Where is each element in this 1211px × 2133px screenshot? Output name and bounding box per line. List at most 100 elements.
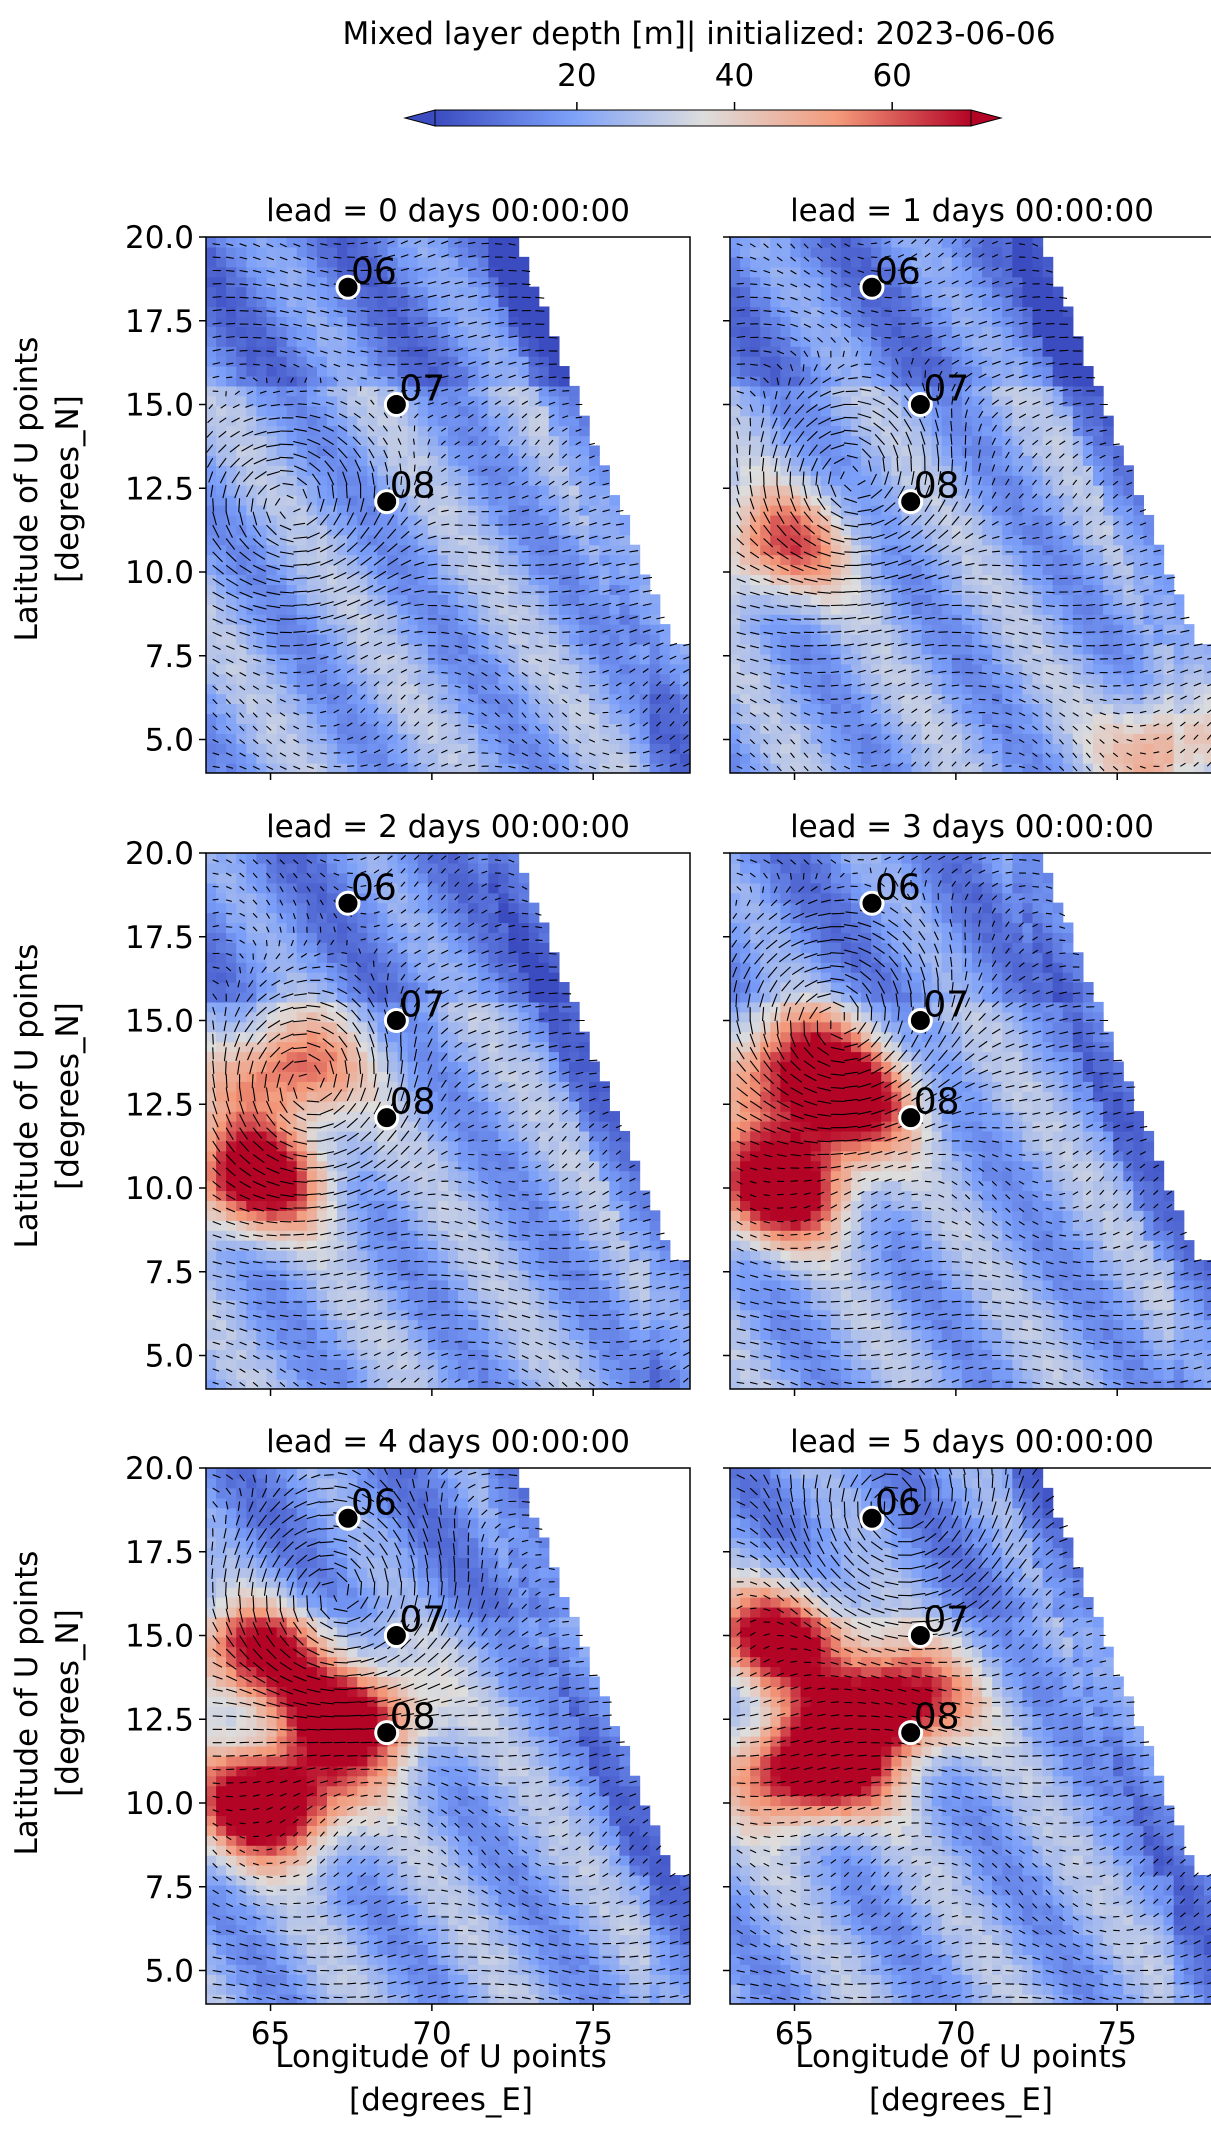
current-vector bbox=[293, 522, 306, 526]
mld-cell bbox=[548, 514, 560, 526]
mld-cell bbox=[1052, 723, 1064, 734]
mld-cell bbox=[1113, 455, 1124, 466]
mld-cell bbox=[377, 395, 389, 407]
mld-cell bbox=[1113, 614, 1124, 625]
current-vector bbox=[333, 528, 344, 539]
mld-cell bbox=[357, 554, 368, 566]
mld-cell bbox=[417, 723, 429, 734]
mld-cell bbox=[226, 713, 237, 724]
mld-cell bbox=[468, 346, 479, 357]
current-vector bbox=[306, 547, 321, 553]
current-vector bbox=[266, 698, 273, 704]
mld-cell bbox=[367, 524, 379, 536]
current-vector bbox=[239, 538, 250, 550]
current-vector bbox=[320, 587, 334, 593]
mld-cell bbox=[1082, 624, 1094, 635]
mld-cell bbox=[961, 524, 973, 536]
mld-cell bbox=[569, 505, 580, 516]
mld-cell bbox=[820, 634, 832, 645]
mld-cell bbox=[407, 366, 419, 377]
mld-cell bbox=[1103, 574, 1114, 586]
current-vector bbox=[226, 362, 234, 365]
mld-cell bbox=[1062, 673, 1074, 685]
mld-cell bbox=[437, 743, 449, 754]
mld-cell bbox=[1163, 713, 1175, 724]
mld-cell bbox=[840, 524, 852, 536]
current-vector bbox=[369, 460, 375, 472]
mld-cell bbox=[951, 713, 963, 724]
mld-cell bbox=[569, 614, 580, 625]
mld-cell bbox=[1163, 634, 1175, 645]
mld-cell bbox=[498, 485, 510, 496]
mld-cell bbox=[448, 465, 459, 476]
mld-cell bbox=[458, 693, 469, 705]
mld-cell bbox=[468, 485, 479, 496]
mld-cell bbox=[891, 733, 903, 744]
current-vector bbox=[373, 241, 382, 245]
mld-cell bbox=[1002, 723, 1013, 734]
mld-cell bbox=[206, 266, 217, 278]
mld-cell bbox=[337, 346, 348, 357]
current-vector bbox=[266, 444, 281, 448]
mld-cell bbox=[538, 624, 550, 635]
current-vector bbox=[441, 240, 449, 245]
mld-cell bbox=[256, 673, 268, 685]
mld-cell bbox=[367, 475, 379, 486]
mld-cell bbox=[972, 544, 983, 556]
mld-cell bbox=[548, 366, 560, 377]
mld-cell bbox=[437, 266, 449, 278]
mld-cell bbox=[851, 574, 862, 586]
mld-cell bbox=[810, 733, 822, 744]
mld-cell bbox=[1093, 475, 1104, 486]
mld-cell bbox=[498, 326, 510, 337]
mld-cell bbox=[740, 554, 751, 566]
mld-cell bbox=[972, 564, 983, 576]
mld-cell bbox=[236, 564, 247, 576]
mld-cell bbox=[498, 316, 510, 327]
mld-cell bbox=[1103, 485, 1114, 496]
mld-cell bbox=[296, 634, 308, 645]
mld-cell bbox=[579, 673, 590, 685]
current-vector bbox=[373, 377, 381, 380]
mld-cell bbox=[1123, 733, 1134, 744]
mld-cell bbox=[337, 604, 348, 615]
mld-cell bbox=[528, 425, 540, 437]
mld-cell bbox=[377, 326, 389, 337]
mld-cell bbox=[437, 643, 449, 655]
current-vector bbox=[239, 765, 247, 770]
current-vector bbox=[293, 630, 306, 633]
current-vector bbox=[508, 645, 516, 649]
mld-cell bbox=[327, 246, 338, 258]
mld-cell bbox=[558, 524, 570, 536]
current-vector bbox=[346, 512, 355, 526]
mld-cell bbox=[548, 733, 560, 744]
mld-cell bbox=[256, 763, 268, 773]
mld-cell bbox=[1032, 683, 1044, 695]
mld-cell bbox=[337, 495, 348, 506]
mld-cell bbox=[679, 663, 690, 675]
mld-cell bbox=[1042, 465, 1054, 476]
mld-cell bbox=[589, 733, 600, 744]
mld-cell bbox=[599, 614, 610, 625]
mld-cell bbox=[458, 246, 469, 258]
mld-cell bbox=[548, 574, 560, 586]
mld-cell bbox=[951, 634, 963, 645]
current-vector bbox=[354, 459, 362, 472]
mld-cell bbox=[961, 445, 973, 456]
mld-cell bbox=[1093, 653, 1104, 665]
mld-cell bbox=[1093, 574, 1104, 586]
mld-cell bbox=[1103, 614, 1114, 625]
mld-cell bbox=[417, 673, 429, 685]
mld-cell bbox=[246, 743, 258, 754]
mld-cell bbox=[478, 673, 489, 685]
mld-cell bbox=[286, 395, 298, 407]
mld-cell bbox=[931, 624, 943, 635]
mld-cell bbox=[1133, 723, 1145, 734]
current-vector bbox=[508, 604, 518, 608]
mld-cell bbox=[226, 326, 237, 337]
current-vector bbox=[682, 721, 688, 727]
mld-cell bbox=[649, 733, 661, 744]
current-vector bbox=[306, 323, 316, 327]
mld-cell bbox=[347, 237, 358, 248]
